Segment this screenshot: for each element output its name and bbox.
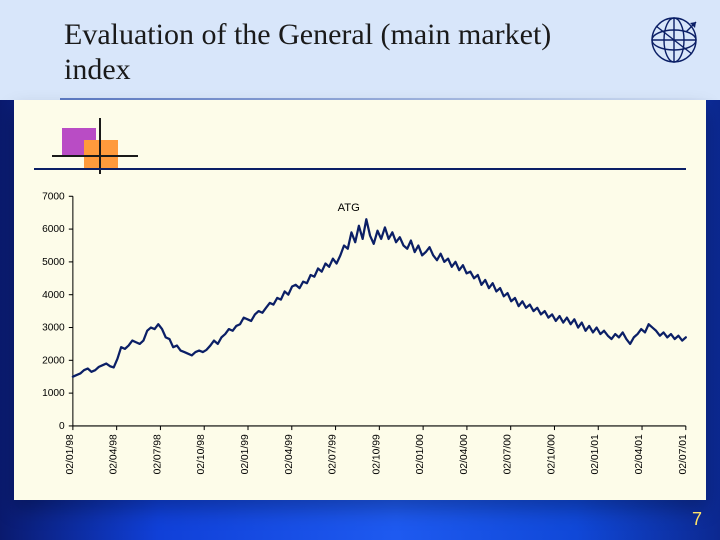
svg-text:3000: 3000 (42, 323, 65, 334)
slide-title: Evaluation of the General (main market) … (64, 18, 600, 87)
svg-text:02/10/98: 02/10/98 (196, 434, 207, 475)
svg-text:7000: 7000 (42, 191, 65, 202)
svg-text:02/01/00: 02/01/00 (415, 434, 426, 475)
page-number: 7 (692, 509, 702, 530)
svg-text:5000: 5000 (42, 257, 65, 268)
svg-text:02/04/00: 02/04/00 (459, 434, 470, 475)
slide: Evaluation of the General (main market) … (0, 0, 720, 540)
atg-line-chart: 0 1000 2000 3000 4000 5000 6000 7000 02/01/98 02/… (24, 188, 696, 488)
svg-text:0: 0 (59, 421, 65, 432)
svg-text:02/07/01: 02/07/01 (678, 434, 689, 475)
svg-text:4000: 4000 (42, 290, 65, 301)
svg-text:6000: 6000 (42, 224, 65, 235)
svg-text:02/01/01: 02/01/01 (590, 434, 601, 475)
svg-text:02/07/99: 02/07/99 (328, 434, 339, 475)
svg-text:02/07/00: 02/07/00 (503, 434, 514, 475)
chart-panel: 0 1000 2000 3000 4000 5000 6000 7000 02/01/98 02/… (14, 100, 706, 500)
svg-text:2000: 2000 (42, 355, 65, 366)
svg-text:02/04/99: 02/04/99 (284, 434, 295, 475)
corner-globe-icon (646, 12, 702, 68)
svg-text:02/04/01: 02/04/01 (634, 434, 645, 475)
svg-text:02/10/99: 02/10/99 (371, 434, 382, 475)
svg-text:1000: 1000 (42, 388, 65, 399)
decorative-divider (34, 168, 686, 170)
svg-text:02/01/99: 02/01/99 (240, 434, 251, 475)
svg-text:02/01/98: 02/01/98 (65, 434, 76, 475)
svg-text:02/10/00: 02/10/00 (547, 434, 558, 475)
svg-text:02/04/98: 02/04/98 (109, 434, 120, 475)
svg-text:ATG: ATG (338, 202, 360, 214)
svg-text:02/07/98: 02/07/98 (153, 434, 164, 475)
decorative-squares-icon (50, 116, 140, 176)
